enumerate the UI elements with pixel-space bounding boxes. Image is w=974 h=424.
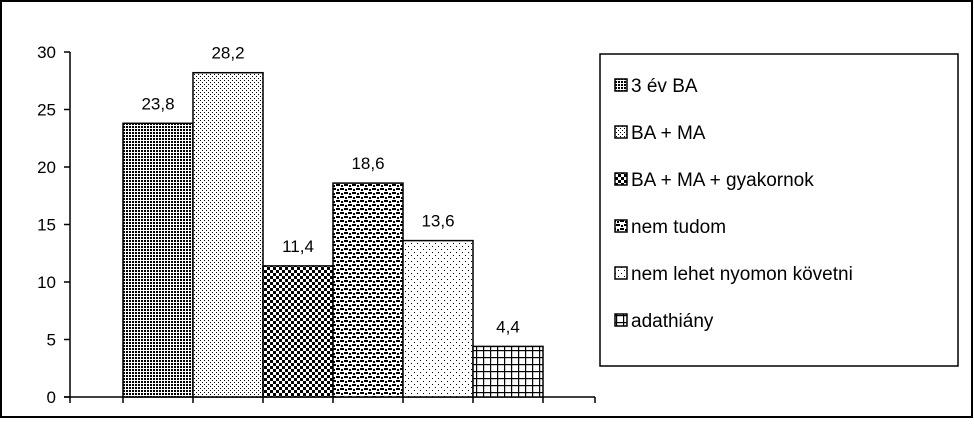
y-tick-label: 5 bbox=[47, 331, 56, 350]
bar-data-label: 13,6 bbox=[421, 212, 454, 231]
y-tick-label: 15 bbox=[37, 216, 56, 235]
bar bbox=[332, 182, 404, 398]
legend-swatch bbox=[614, 266, 628, 280]
legend-entry-label: 3 év BA bbox=[631, 76, 698, 97]
y-tick-label: 30 bbox=[37, 43, 56, 62]
legend-swatch bbox=[614, 125, 628, 139]
legend-entry-label: BA + MA bbox=[631, 123, 706, 144]
y-tick-label: 0 bbox=[47, 388, 56, 407]
bar bbox=[122, 122, 194, 398]
bar bbox=[192, 71, 264, 398]
data-labels: 23,8 28,2 11,4 18,6 13,6 4,4 bbox=[141, 44, 519, 337]
legend: 3 év BA BA + MA BA + MA + gyakornok nem tud… bbox=[599, 53, 959, 367]
legend-entry-label: adathiány bbox=[631, 311, 714, 332]
y-tick-label: 25 bbox=[37, 101, 56, 120]
bars bbox=[122, 71, 544, 398]
legend-entry-label: BA + MA + gyakornok bbox=[631, 170, 814, 191]
bar-data-label: 23,8 bbox=[141, 94, 174, 113]
bar bbox=[472, 345, 544, 398]
legend-entry-label: nem tudom bbox=[631, 217, 726, 238]
bar-data-label: 18,6 bbox=[351, 154, 384, 173]
y-tick-label: 10 bbox=[37, 273, 56, 292]
legend-box bbox=[599, 53, 959, 367]
bar bbox=[402, 239, 474, 398]
bar-data-label: 4,4 bbox=[496, 317, 520, 336]
legend-entry-label: nem lehet nyomon követni bbox=[631, 264, 853, 285]
legend-swatch bbox=[614, 172, 628, 186]
legend-swatch bbox=[614, 219, 628, 233]
bar-data-label: 11,4 bbox=[282, 237, 314, 256]
bar-data-label: 28,2 bbox=[211, 44, 244, 63]
y-tick-label: 20 bbox=[37, 158, 56, 177]
legend-swatch bbox=[614, 78, 628, 92]
bar bbox=[262, 265, 334, 398]
legend-swatch bbox=[614, 313, 628, 327]
